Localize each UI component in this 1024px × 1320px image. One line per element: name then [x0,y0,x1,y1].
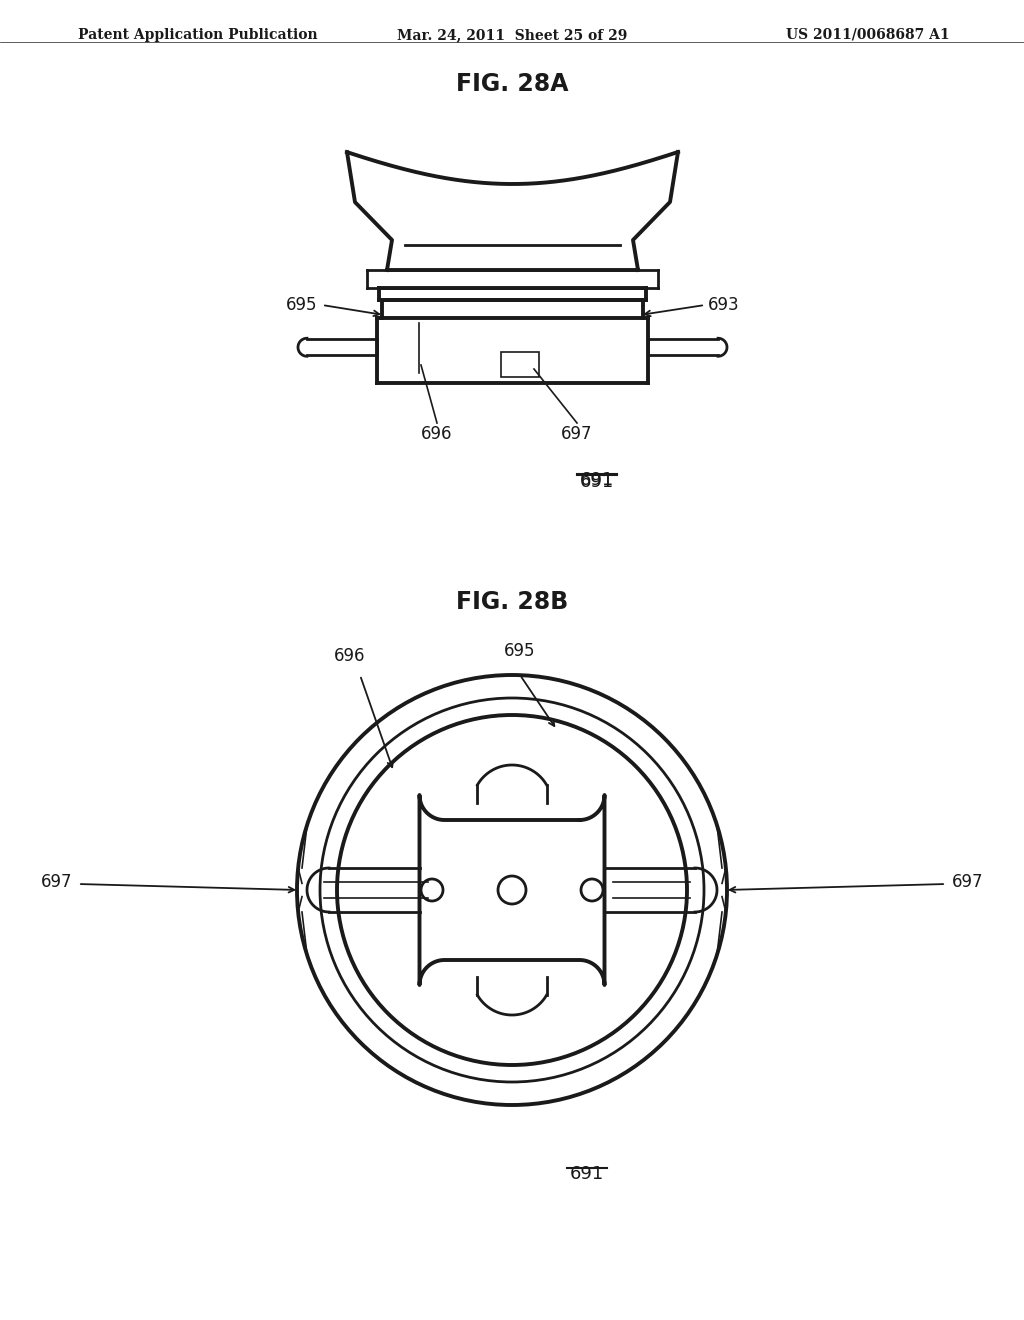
Text: 696: 696 [334,647,366,665]
Text: 691: 691 [580,473,614,491]
Text: 695: 695 [504,642,536,660]
Text: Mar. 24, 2011  Sheet 25 of 29: Mar. 24, 2011 Sheet 25 of 29 [397,28,627,42]
Text: 695: 695 [286,296,317,314]
Text: 697: 697 [41,873,72,891]
Text: US 2011/0068687 A1: US 2011/0068687 A1 [786,28,950,42]
Text: 697: 697 [561,425,593,444]
Text: 693: 693 [708,296,739,314]
Text: 691: 691 [580,471,614,488]
Text: FIG. 28A: FIG. 28A [456,73,568,96]
Text: 691: 691 [570,1166,604,1183]
Text: FIG. 28B: FIG. 28B [456,590,568,614]
Text: Patent Application Publication: Patent Application Publication [78,28,317,42]
Bar [501,352,539,378]
Text: 696: 696 [421,425,453,444]
Text: 697: 697 [952,873,983,891]
